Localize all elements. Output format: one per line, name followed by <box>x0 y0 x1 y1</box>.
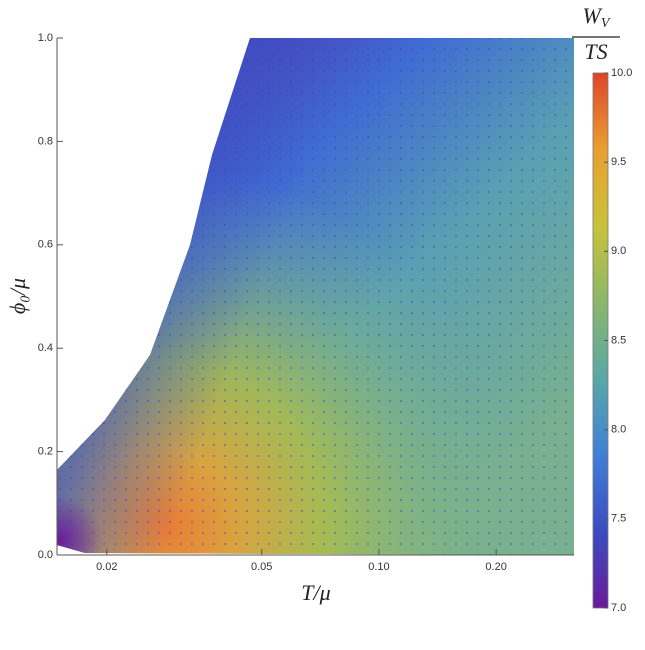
y-tick-label: 0.2 <box>38 446 53 458</box>
colorbar-tick-label: 8.5 <box>611 334 626 346</box>
y-tick-label: 0.8 <box>38 135 53 147</box>
colorbar-tick-label: 7.5 <box>611 513 626 525</box>
colorbar-tick-label: 9.5 <box>611 156 626 168</box>
x-tick-label: 0.02 <box>96 561 117 573</box>
y-tick-label: 0.0 <box>38 549 53 561</box>
x-tick-label: 0.05 <box>251 561 272 573</box>
y-tick-label: 0.4 <box>38 342 53 354</box>
colorbar-denominator: TS <box>584 39 607 64</box>
density-field <box>57 38 574 555</box>
y-tick-label: 0.6 <box>38 239 53 251</box>
x-tick-label: 0.10 <box>368 561 389 573</box>
colorbar-title: WV TS <box>572 3 620 64</box>
colorbar-tick-label: 9.0 <box>611 245 626 257</box>
x-axis-label: T/μ <box>301 580 330 605</box>
colorbar-tick-label: 8.0 <box>611 424 626 436</box>
colorbar-tick-label: 7.0 <box>611 602 626 614</box>
y-tick-label: 1.0 <box>38 32 53 44</box>
x-tick-label: 0.20 <box>485 561 506 573</box>
colorbar-numerator: WV <box>583 3 611 31</box>
colorbar-tick-label: 10.0 <box>611 67 632 79</box>
y-axis-label: ϕ₀/μ <box>5 278 30 314</box>
